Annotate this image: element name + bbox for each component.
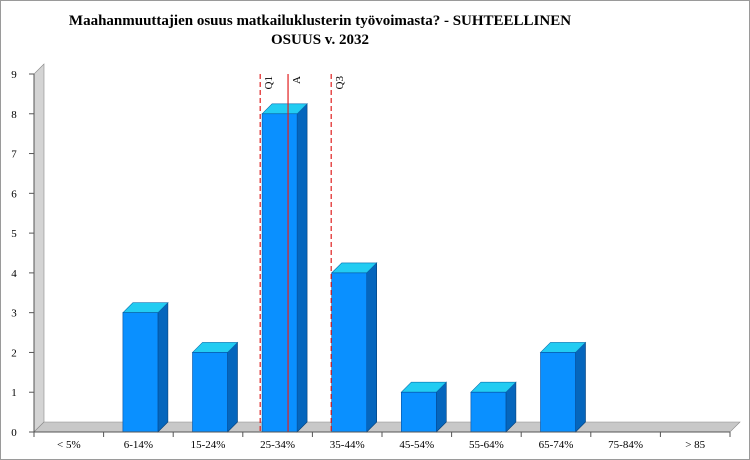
- x-tick-label: 15-24%: [191, 439, 226, 451]
- y-tick-label: 1: [11, 387, 17, 399]
- x-tick-label: 75-84%: [608, 439, 643, 451]
- bar: [122, 301, 169, 433]
- y-tick-label: 5: [11, 228, 17, 240]
- bar-front: [261, 113, 298, 433]
- x-tick-label: 55-64%: [469, 439, 504, 451]
- y-tick-label: 3: [11, 308, 17, 320]
- x-tick-label: 35-44%: [330, 439, 365, 451]
- y-tick-label: 0: [11, 427, 17, 439]
- x-tick-label: 65-74%: [539, 439, 574, 451]
- bar-front: [540, 352, 576, 433]
- chart-title-line1: Maahanmuuttajien osuus matkailuklusterin…: [68, 13, 572, 29]
- y-tick-label: 8: [11, 109, 17, 121]
- left-wall: [33, 63, 45, 433]
- bar-front: [122, 312, 159, 433]
- bar-front: [192, 352, 228, 433]
- y-tick-label: 9: [11, 69, 17, 81]
- marker-label-a: A: [291, 76, 303, 84]
- chart-title-line2: OSUUS v. 2032: [271, 32, 369, 48]
- y-tick-label: 4: [11, 268, 17, 280]
- x-axis: < 5% 6-14% 15-24% 25-34% 35-44% 45-54% 55-64% 6…: [33, 431, 731, 451]
- y-axis: 0 1 2 3 4 5 6 7 8 9: [11, 69, 35, 439]
- x-tick-label: < 5%: [57, 439, 81, 451]
- chart-title: Maahanmuuttajien osuus matkailuklusterin…: [0, 12, 640, 50]
- bar: [261, 103, 308, 433]
- bar-side: [575, 341, 586, 433]
- y-tick-label: 7: [11, 149, 17, 161]
- bar-side: [296, 103, 308, 433]
- bar: [400, 381, 448, 433]
- quartile-markers: Q1 A Q3: [259, 74, 346, 432]
- marker-label-q1: Q1: [263, 76, 275, 89]
- x-tick-label: 45-54%: [399, 439, 434, 451]
- bar-front: [470, 391, 507, 433]
- x-tick-label: 6-14%: [124, 439, 153, 451]
- bar: [539, 341, 587, 433]
- bar-side: [366, 262, 378, 433]
- bar-side: [227, 341, 238, 433]
- bar-side: [157, 301, 169, 433]
- bar-front: [400, 391, 437, 433]
- y-tick-label: 2: [11, 347, 17, 359]
- bar: [191, 341, 239, 433]
- marker-label-q3: Q3: [334, 76, 346, 90]
- x-tick-label: > 85: [685, 439, 705, 451]
- x-tick-label: 25-34%: [260, 439, 295, 451]
- bars: [122, 103, 587, 433]
- bar: [470, 381, 517, 433]
- y-tick-label: 6: [11, 188, 17, 200]
- bar-front: [331, 272, 368, 433]
- bar: [330, 262, 378, 433]
